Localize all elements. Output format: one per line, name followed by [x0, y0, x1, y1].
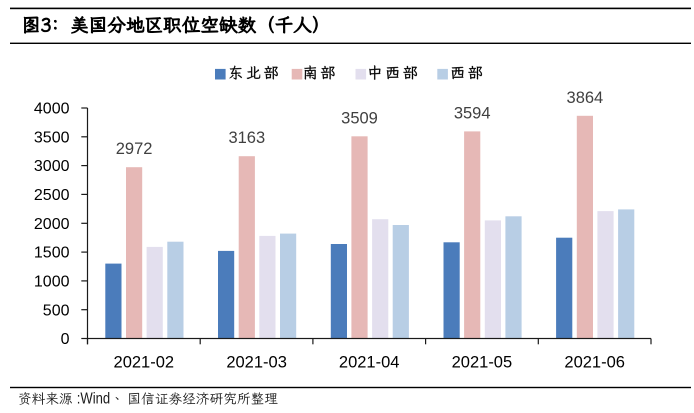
- svg-text:2972: 2972: [116, 140, 153, 158]
- svg-text:2021-03: 2021-03: [226, 354, 287, 372]
- svg-text:2500: 2500: [34, 187, 70, 204]
- svg-text:3509: 3509: [341, 109, 378, 127]
- svg-text:2021-02: 2021-02: [114, 354, 175, 372]
- svg-text:4000: 4000: [34, 101, 70, 118]
- svg-text:500: 500: [43, 302, 70, 319]
- svg-text:1500: 1500: [34, 245, 70, 262]
- svg-text:0: 0: [61, 331, 70, 348]
- svg-text:2021-06: 2021-06: [564, 354, 625, 372]
- svg-text:1000: 1000: [34, 274, 70, 291]
- svg-text:2021-04: 2021-04: [339, 354, 400, 372]
- svg-text:3864: 3864: [567, 89, 604, 107]
- svg-text:3163: 3163: [228, 129, 265, 147]
- svg-text:3000: 3000: [34, 158, 70, 175]
- svg-text:3500: 3500: [34, 129, 70, 146]
- svg-text:2021-05: 2021-05: [452, 354, 513, 372]
- svg-text:2000: 2000: [34, 216, 70, 233]
- svg-text::Wind: :Wind: [77, 391, 110, 408]
- svg-text:3594: 3594: [454, 104, 491, 122]
